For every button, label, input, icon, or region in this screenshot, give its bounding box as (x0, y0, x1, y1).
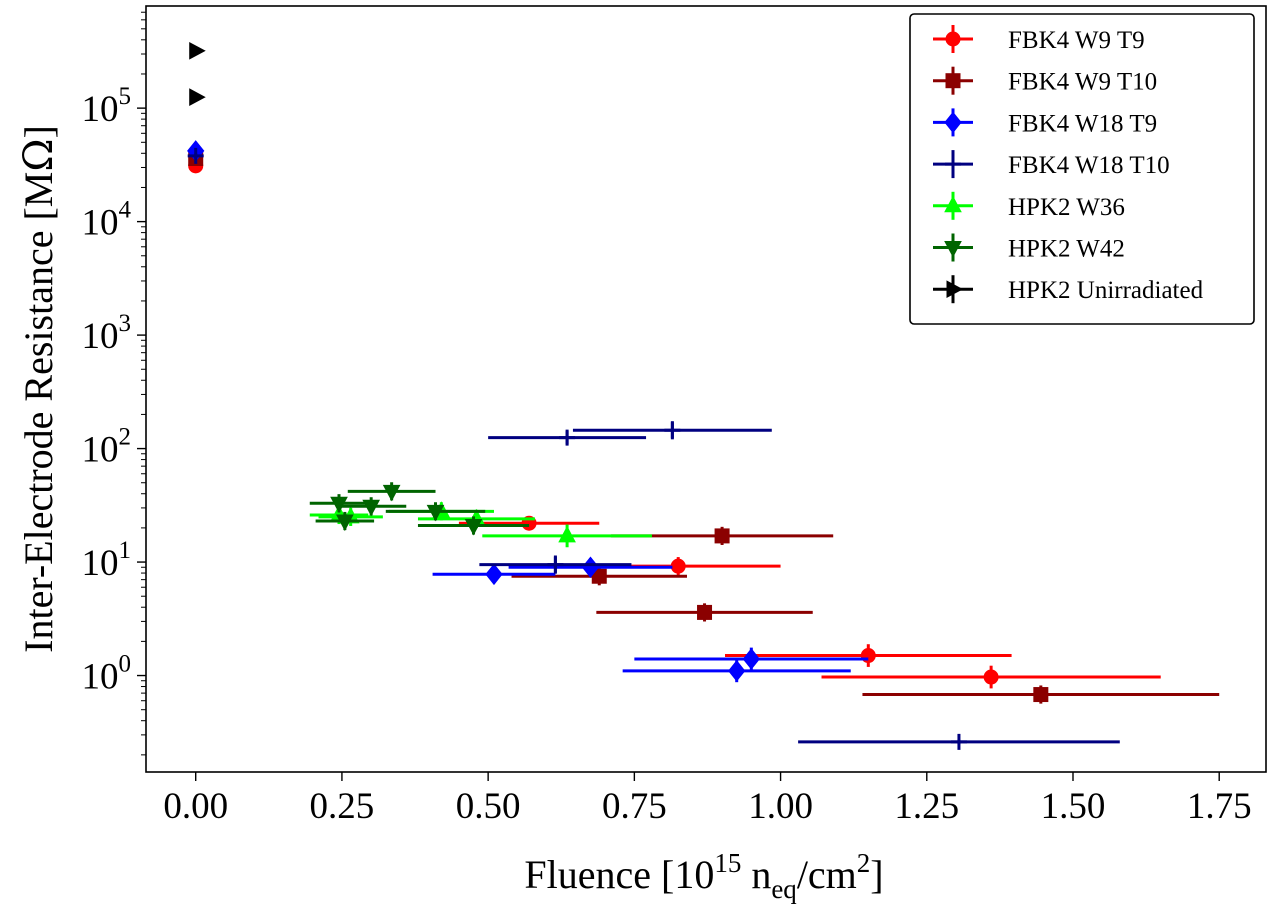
series-hpk2-w42 (309, 482, 530, 536)
data-point (330, 496, 348, 514)
legend: FBK4 W9 T9 FBK4 W9 T10 FBK4 W18 T9 FBK4 W18… (909, 13, 1255, 325)
legend-marker (945, 31, 961, 47)
x-tick-label: 0.00 (163, 786, 228, 827)
legend-marker (944, 111, 962, 134)
data-point (697, 604, 713, 620)
data-point (742, 648, 760, 670)
x-tick-label: 1.50 (1041, 786, 1106, 827)
series-fbk4-w18-t10 (187, 147, 1120, 750)
y-tick-label: 101 (82, 537, 132, 584)
data-point (591, 568, 607, 584)
y-tick-label: 104 (82, 197, 132, 244)
legend-box (909, 13, 1255, 325)
data-point (559, 429, 576, 446)
data-point (187, 147, 204, 164)
y-tick-label: 102 (82, 424, 132, 471)
data-point (464, 518, 483, 536)
y-axis-label: Inter-Electrode Resistance [MΩ] (16, 125, 62, 653)
y-tick-label: 103 (82, 310, 132, 357)
data-point (558, 525, 576, 543)
data-point (714, 528, 730, 544)
data-point (362, 499, 381, 517)
data-point (670, 558, 686, 574)
legend-marker (946, 280, 964, 299)
data-point (728, 660, 746, 682)
legend-item: FBK4 W9 T9 (933, 25, 1145, 54)
y-tick-label: 100 (82, 651, 132, 698)
legend-label: FBK4 W9 T9 (1008, 27, 1145, 54)
legend-item: HPK2 Unirradiated (933, 275, 1204, 304)
y-axis: 100 101 102 103 104 105 (82, 11, 146, 756)
legend-label: HPK2 W42 (1008, 236, 1125, 263)
legend-marker (945, 73, 961, 89)
x-axis: 0.00 0.25 0.50 0.75 1.00 1.25 1.50 1.75 (163, 772, 1252, 827)
series-hpk2-unirradiated (189, 41, 206, 106)
data-point (983, 669, 999, 685)
data-point (547, 556, 564, 573)
legend-item: FBK4 W9 T10 (933, 66, 1157, 96)
data-point (950, 733, 967, 750)
legend-label: FBK4 W18 T10 (1008, 152, 1170, 179)
legend-label: HPK2 Unirradiated (1008, 277, 1204, 304)
data-point (189, 88, 206, 106)
data-point (664, 422, 681, 439)
legend-label: FBK4 W9 T10 (1008, 69, 1157, 96)
series-fbk4-w18-t9 (187, 140, 869, 683)
legend-label: HPK2 W36 (1008, 194, 1125, 221)
data-point (426, 504, 445, 522)
x-tick-label: 0.25 (310, 786, 375, 827)
data-point (382, 484, 401, 502)
x-axis-label: Fluence [1015 neq/cm2] (524, 848, 883, 904)
series-fbk4-w9-t10 (188, 150, 1220, 704)
data-point (485, 563, 503, 586)
y-tick-label: 105 (82, 83, 132, 130)
legend-marker (944, 195, 962, 213)
x-tick-label: 1.00 (748, 786, 813, 827)
data-point (1033, 687, 1049, 703)
plot-frame (145, 5, 1267, 773)
legend-item: FBK4 W18 T10 (933, 150, 1170, 179)
x-tick-label: 0.50 (456, 786, 521, 827)
legend-item: FBK4 W18 T9 (933, 108, 1157, 137)
legend-label: FBK4 W18 T9 (1008, 110, 1157, 137)
x-tick-label: 1.25 (894, 786, 959, 827)
legend-item: HPK2 W36 (933, 191, 1125, 221)
plot-area (187, 41, 1220, 750)
legend-marker (944, 241, 962, 258)
legend-marker (945, 156, 961, 173)
data-point (189, 41, 206, 60)
x-tick-label: 1.75 (1187, 786, 1252, 827)
legend-item: HPK2 W42 (933, 233, 1125, 263)
x-tick-label: 0.75 (602, 786, 667, 827)
data-point (336, 514, 354, 532)
